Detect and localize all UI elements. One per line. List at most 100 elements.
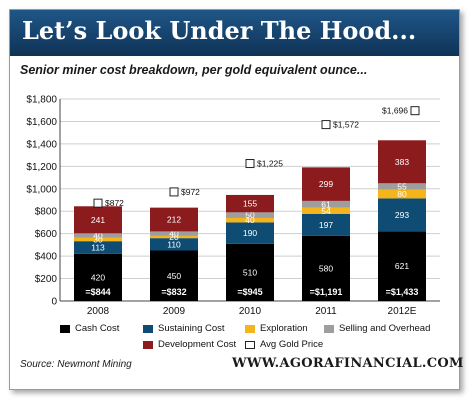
y-tick-label: $600 xyxy=(35,229,58,240)
bar-segment xyxy=(302,207,350,214)
legend-item-gold-price: Avg Gold Price xyxy=(245,339,323,350)
bar-segment xyxy=(226,217,274,223)
y-tick-label: $1,000 xyxy=(26,184,57,195)
gold-price-label: $1,572 xyxy=(333,120,359,130)
gold-price-marker xyxy=(93,198,103,208)
segment-label: 293 xyxy=(395,210,409,220)
bar-total-label: =$844 xyxy=(85,287,110,297)
legend-swatch-sustaining-cost xyxy=(143,324,153,333)
segment-label: 55 xyxy=(397,181,407,191)
bar-segment xyxy=(150,231,198,236)
legend-label-selling-overhead: Selling and Overhead xyxy=(339,323,431,334)
chart-subtitle: Senior miner cost breakdown, per gold eq… xyxy=(20,63,368,77)
bar-segment xyxy=(150,235,198,239)
segment-label: 190 xyxy=(243,228,257,238)
bar-total-label: =$945 xyxy=(237,287,262,297)
y-tick-label: $1,200 xyxy=(26,162,57,173)
y-tick-label: $400 xyxy=(35,252,58,263)
segment-label: 40 xyxy=(93,231,103,241)
segment-label: 450 xyxy=(167,271,181,281)
bar-segment xyxy=(74,253,122,301)
bar-segment xyxy=(74,241,122,254)
bar-total-label: =$1,433 xyxy=(386,287,419,297)
x-tick-label: 2012E xyxy=(388,306,417,317)
bar-segment xyxy=(378,183,426,190)
bar-segment xyxy=(74,206,122,234)
site-url: WWW.AGORAFINANCIAL.COM xyxy=(232,356,464,371)
bar-total-label: =$1,191 xyxy=(310,287,343,297)
gold-price-marker xyxy=(410,106,420,116)
x-tick-label: 2008 xyxy=(87,306,110,317)
legend-swatch-development-cost xyxy=(143,340,153,349)
x-tick-label: 2009 xyxy=(163,306,186,317)
gold-price-marker xyxy=(321,120,331,130)
bar-segment xyxy=(378,198,426,232)
segment-label: 155 xyxy=(243,199,257,209)
bar-segment xyxy=(150,207,198,232)
y-tick-label: $200 xyxy=(35,274,58,285)
segment-label: 113 xyxy=(91,243,105,253)
gold-price-marker xyxy=(245,159,255,169)
bar-segment xyxy=(378,189,426,199)
legend-label-gold-price: Avg Gold Price xyxy=(260,339,324,350)
bar-segment xyxy=(150,238,198,251)
segment-label: 420 xyxy=(91,272,105,282)
legend-label-exploration: Exploration xyxy=(260,323,308,334)
title-banner: Let’s Look Under The Hood... xyxy=(10,10,459,56)
y-tick-label: 0 xyxy=(51,297,57,308)
gold-price-marker xyxy=(169,187,179,197)
segment-label: 61 xyxy=(321,199,331,209)
legend-label-cash-cost: Cash Cost xyxy=(75,323,120,334)
legend-item-sustaining-cost: Sustaining Cost xyxy=(143,323,225,334)
segment-label: 110 xyxy=(167,239,181,249)
legend-swatch-selling-overhead xyxy=(324,324,334,333)
bar-segment xyxy=(226,194,274,213)
bar-segment xyxy=(302,235,350,301)
legend-swatch-cash-cost xyxy=(60,324,70,333)
legend-swatch-gold-price xyxy=(245,340,255,349)
segment-label: 40 xyxy=(245,215,255,225)
x-tick-label: 2010 xyxy=(239,306,262,317)
banner-title: Let’s Look Under The Hood... xyxy=(22,16,417,45)
segment-label: 510 xyxy=(243,267,257,277)
legend-item-cash-cost: Cash Cost xyxy=(60,323,119,334)
legend-label-development-cost: Development Cost xyxy=(158,339,237,350)
segment-label: 197 xyxy=(319,220,333,230)
bar-segment xyxy=(226,222,274,244)
segment-label: 50 xyxy=(245,210,255,220)
bar-segment xyxy=(378,231,426,301)
segment-label: 212 xyxy=(167,215,181,225)
segment-label: 30 xyxy=(93,235,103,245)
legend-item-exploration: Exploration xyxy=(245,323,308,334)
bar-total-label: =$832 xyxy=(161,287,186,297)
bar-segment xyxy=(302,213,350,236)
segment-label: 241 xyxy=(91,215,105,225)
gold-price-label: $872 xyxy=(105,198,124,208)
y-tick-label: $1,800 xyxy=(26,95,57,106)
legend-label-sustaining-cost: Sustaining Cost xyxy=(158,323,225,334)
bar-segment xyxy=(74,237,122,242)
bar-segment xyxy=(74,233,122,238)
segment-label: 20 xyxy=(169,232,179,242)
bar-segment xyxy=(150,250,198,301)
legend-item-selling-overhead: Selling and Overhead xyxy=(324,323,430,334)
segment-label: 621 xyxy=(395,261,409,271)
bar-segment xyxy=(378,140,426,184)
segment-label: 580 xyxy=(319,263,333,273)
segment-label: 40 xyxy=(169,229,179,239)
legend-item-development-cost: Development Cost xyxy=(143,339,236,350)
x-tick-label: 2011 xyxy=(315,306,337,317)
y-tick-label: $1,400 xyxy=(26,139,57,150)
bar-segment xyxy=(226,212,274,218)
gold-price-label: $972 xyxy=(181,187,200,197)
bar-segment xyxy=(226,243,274,301)
segment-label: 299 xyxy=(319,179,333,189)
gold-price-label: $1,225 xyxy=(257,159,283,169)
bar-segment xyxy=(302,167,350,201)
segment-label: 383 xyxy=(395,157,409,167)
y-tick-label: $1,600 xyxy=(26,117,57,128)
bar-segment xyxy=(302,200,350,208)
gold-price-label: $1,696 xyxy=(382,106,408,116)
segment-label: 54 xyxy=(321,206,331,216)
